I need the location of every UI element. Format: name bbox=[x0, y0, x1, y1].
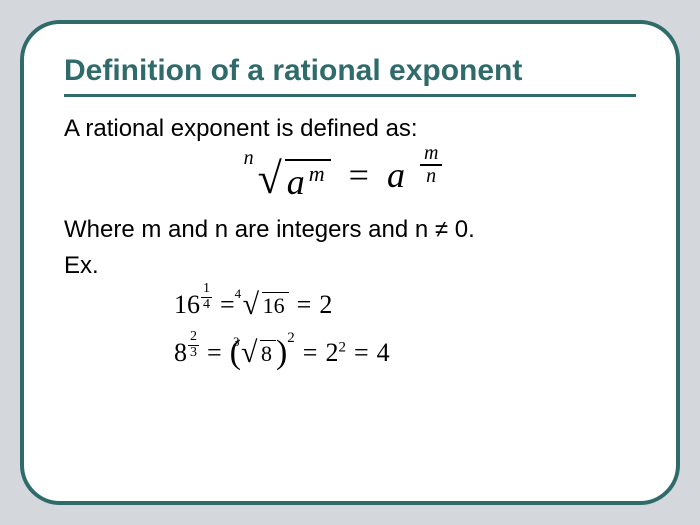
equals-icon: = bbox=[354, 338, 369, 368]
radical-expression: n √ am bbox=[258, 153, 331, 204]
ex2-mid: 22 bbox=[325, 338, 346, 368]
ex1-result: 2 bbox=[319, 290, 332, 320]
equals-icon: = bbox=[303, 338, 318, 368]
ex2-exponent: 23 bbox=[188, 330, 199, 360]
ex2-root-index: 3 bbox=[233, 334, 240, 350]
ex2-radical: 3 √ 8 bbox=[241, 336, 276, 370]
radicand-base: a bbox=[287, 162, 305, 202]
main-formula: n √ am = a m n bbox=[64, 153, 636, 204]
ex1-radical: 4 √ 16 bbox=[243, 288, 289, 322]
ex1-radicand: 16 bbox=[262, 292, 289, 319]
ex2-result: 4 bbox=[377, 338, 390, 368]
condition-text: Where m and n are integers and n ≠ 0. bbox=[64, 216, 636, 244]
radical-symbol: √ bbox=[243, 288, 259, 322]
ex2-outer-exp: 2 bbox=[287, 330, 295, 346]
close-paren: ) bbox=[276, 334, 287, 371]
ex2-paren-group: ( 3 √ 8 )2 bbox=[230, 336, 295, 370]
ex2-base: 8 bbox=[174, 338, 187, 367]
root-index: n bbox=[244, 147, 254, 170]
example-2: 823 = ( 3 √ 8 )2 = 22 = 4 bbox=[174, 336, 636, 370]
ex1-base: 16 bbox=[174, 290, 200, 319]
equals-icon: = bbox=[207, 338, 222, 368]
slide-frame: Definition of a rational exponent A rati… bbox=[20, 20, 680, 505]
radical-symbol: √ bbox=[241, 336, 257, 370]
radical-symbol: √ bbox=[258, 153, 282, 204]
example-label: Ex. bbox=[64, 252, 636, 280]
slide-title: Definition of a rational exponent bbox=[64, 54, 636, 97]
intro-text: A rational exponent is defined as: bbox=[64, 115, 636, 143]
equals-icon: = bbox=[297, 290, 312, 320]
ex2-radicand: 8 bbox=[260, 340, 276, 367]
rhs-num: m bbox=[420, 143, 442, 166]
radicand-exp: m bbox=[309, 161, 325, 186]
equals: = bbox=[349, 155, 369, 195]
rhs-den: n bbox=[420, 166, 442, 187]
ex1-root-index: 4 bbox=[235, 286, 242, 302]
example-1: 1614 = 4 √ 16 = 2 bbox=[174, 288, 636, 322]
rhs-fraction: m n bbox=[420, 143, 442, 187]
equals-icon: = bbox=[220, 290, 235, 320]
ex1-exponent: 14 bbox=[201, 282, 212, 312]
rhs-base: a bbox=[387, 155, 405, 195]
radicand: am bbox=[285, 159, 331, 203]
